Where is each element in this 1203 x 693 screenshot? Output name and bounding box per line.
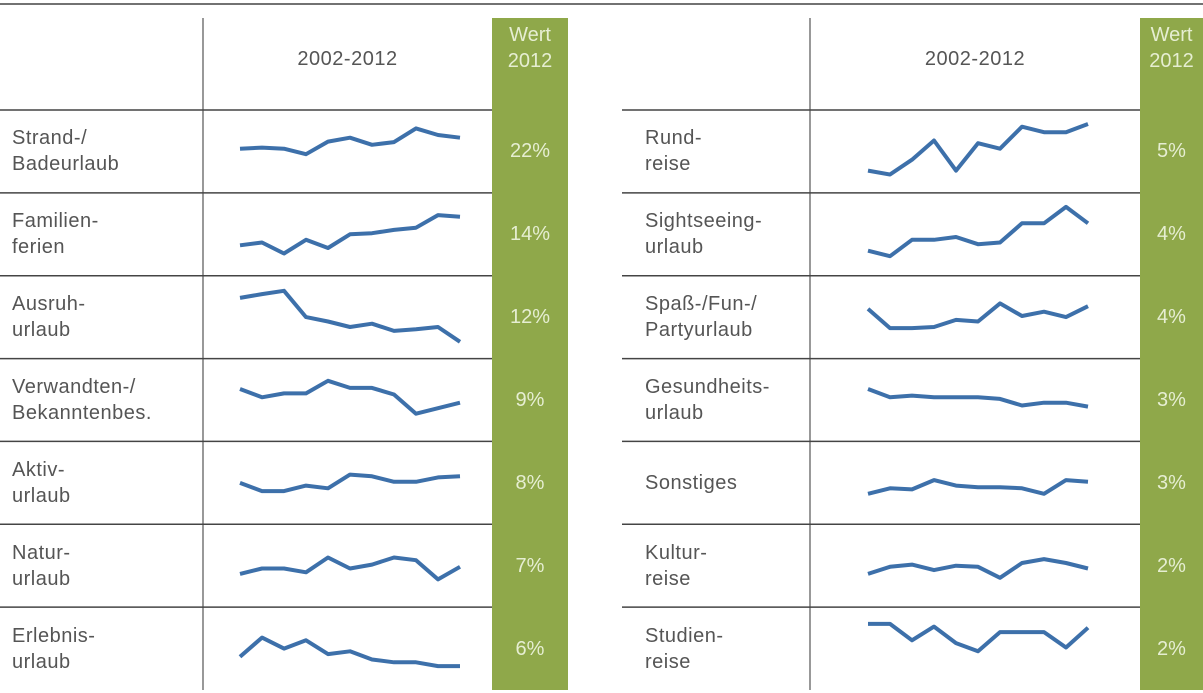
row-label: reise [645, 567, 691, 590]
value-header: Wert [1150, 24, 1193, 46]
row-label: urlaub [12, 650, 71, 673]
row-value: 4% [1157, 223, 1186, 246]
value-header: 2012 [507, 50, 553, 72]
row-label: Verwandten-/ [12, 376, 136, 398]
sparkline [868, 621, 1090, 654]
sparkline [239, 213, 461, 256]
row-label: Sonstiges [645, 471, 738, 494]
sparkline [238, 635, 460, 669]
sparkline [239, 555, 461, 582]
row-label: urlaub [12, 484, 71, 507]
row-value: 14% [509, 223, 551, 246]
row-value: 2% [1157, 554, 1186, 577]
sparkline [867, 387, 1089, 409]
row-label: Spaß-/Fun-/ [645, 293, 758, 316]
sparkline [239, 378, 461, 416]
sparkline [867, 122, 1089, 177]
row-label: Partyurlaub [645, 319, 753, 342]
row-label: Familien- [12, 210, 99, 233]
period-header: 2002-2012 [297, 48, 398, 70]
row-label: Kultur- [645, 541, 708, 564]
row-value: 3% [1157, 471, 1186, 494]
value-header: 2012 [1149, 50, 1194, 72]
row-value: 9% [515, 389, 545, 411]
row-value: 3% [1157, 389, 1186, 411]
sparkline [866, 301, 1089, 331]
value-column [1140, 18, 1203, 690]
value-column [492, 18, 568, 690]
row-label: Strand-/ [12, 127, 88, 150]
row-value: 8% [515, 471, 545, 494]
sparkline [867, 557, 1089, 580]
row-value: 12% [509, 306, 551, 329]
row-label: Sightseeing- [645, 210, 763, 233]
row-label: reise [645, 650, 691, 673]
row-label: Gesundheits- [645, 376, 770, 398]
sparkline [867, 478, 1089, 496]
row-label: Bekanntenbes. [12, 402, 152, 424]
row-label: ferien [12, 236, 66, 259]
row-label: reise [645, 153, 691, 176]
sparkline [239, 472, 461, 494]
row-value: 6% [515, 637, 545, 660]
row-label: urlaub [12, 319, 71, 342]
sparkline [239, 288, 462, 344]
sparkline [867, 204, 1090, 259]
row-label: Erlebnis- [12, 624, 96, 647]
period-header: 2002-2012 [924, 48, 1026, 70]
row-label: urlaub [12, 567, 71, 590]
row-label: Aktiv- [12, 458, 65, 481]
value-header: Wert [509, 24, 551, 46]
row-value: 22% [509, 140, 551, 163]
row-label: Natur- [12, 541, 71, 564]
sparkline [239, 126, 461, 157]
row-value: 4% [1157, 306, 1186, 329]
row-label: Ausruh- [12, 293, 86, 316]
row-value: 7% [515, 554, 545, 577]
row-label: Rund- [645, 127, 702, 150]
row-label: urlaub [645, 236, 704, 259]
row-label: Studien- [645, 624, 724, 647]
row-value: 5% [1157, 140, 1186, 163]
row-value: 2% [1157, 637, 1186, 660]
row-label: Badeurlaub [12, 153, 120, 176]
row-label: urlaub [645, 402, 704, 424]
